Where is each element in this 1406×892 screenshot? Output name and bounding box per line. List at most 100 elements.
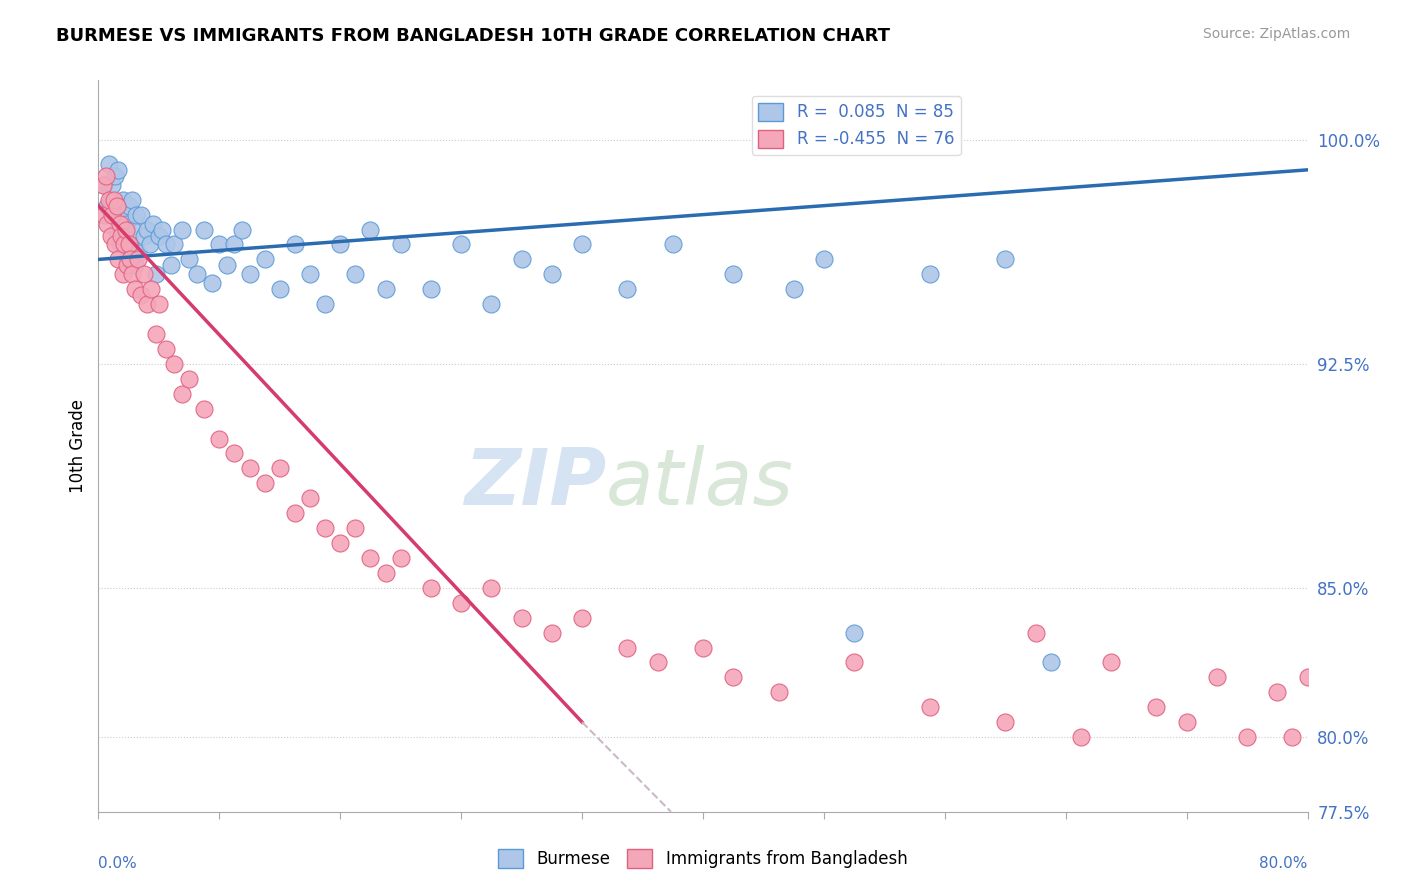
Point xyxy=(145,326,167,341)
Point xyxy=(224,237,246,252)
Point xyxy=(1175,715,1198,730)
Point xyxy=(1070,730,1092,744)
Point xyxy=(124,282,146,296)
Point xyxy=(450,237,472,252)
Point xyxy=(1327,715,1350,730)
Point xyxy=(1206,670,1229,684)
Point xyxy=(647,656,669,670)
Point xyxy=(104,237,127,252)
Point xyxy=(121,193,143,207)
Point xyxy=(768,685,790,699)
Point xyxy=(125,208,148,222)
Point xyxy=(360,551,382,566)
Point xyxy=(344,521,367,535)
Point xyxy=(510,252,533,267)
Point xyxy=(107,162,129,177)
Point xyxy=(132,228,155,243)
Point xyxy=(239,268,262,282)
Point xyxy=(94,169,117,183)
Point xyxy=(571,610,593,624)
Point xyxy=(450,596,472,610)
Point xyxy=(344,268,367,282)
Point xyxy=(179,372,201,386)
Point xyxy=(160,259,183,273)
Point xyxy=(150,222,173,236)
Point xyxy=(96,199,118,213)
Text: 80.0%: 80.0% xyxy=(1260,856,1308,871)
Point xyxy=(299,491,322,506)
Point xyxy=(269,461,291,475)
Point xyxy=(616,640,638,655)
Point xyxy=(115,259,138,273)
Point xyxy=(114,222,136,236)
Point xyxy=(329,237,352,252)
Point xyxy=(135,297,157,311)
Point xyxy=(374,282,396,296)
Point xyxy=(163,237,186,252)
Point xyxy=(105,222,128,236)
Point xyxy=(148,297,170,311)
Point xyxy=(723,268,745,282)
Point xyxy=(661,237,683,252)
Point xyxy=(104,169,127,183)
Point xyxy=(540,625,562,640)
Point xyxy=(179,252,201,267)
Point xyxy=(616,282,638,296)
Point xyxy=(813,252,835,267)
Point xyxy=(100,228,122,243)
Point xyxy=(141,282,163,296)
Point xyxy=(844,625,866,640)
Point xyxy=(135,222,157,236)
Point xyxy=(118,237,141,252)
Point xyxy=(239,461,262,475)
Point xyxy=(201,277,224,291)
Point xyxy=(107,252,129,267)
Point xyxy=(299,268,322,282)
Point xyxy=(481,581,503,595)
Point xyxy=(110,208,132,222)
Legend: Burmese, Immigrants from Bangladesh: Burmese, Immigrants from Bangladesh xyxy=(492,843,914,875)
Point xyxy=(93,208,115,222)
Point xyxy=(1372,700,1395,714)
Point xyxy=(1296,670,1319,684)
Point xyxy=(129,288,152,302)
Point xyxy=(170,386,193,401)
Point xyxy=(155,237,177,252)
Point xyxy=(112,228,135,243)
Text: BURMESE VS IMMIGRANTS FROM BANGLADESH 10TH GRADE CORRELATION CHART: BURMESE VS IMMIGRANTS FROM BANGLADESH 10… xyxy=(56,27,890,45)
Point xyxy=(101,178,124,192)
Point xyxy=(420,581,443,595)
Point xyxy=(1236,730,1258,744)
Point xyxy=(1024,625,1046,640)
Point xyxy=(124,259,146,273)
Point xyxy=(360,222,382,236)
Point xyxy=(208,237,231,252)
Point xyxy=(224,446,246,460)
Point xyxy=(253,476,276,491)
Point xyxy=(105,199,128,213)
Point xyxy=(844,656,866,670)
Point xyxy=(127,246,149,260)
Point xyxy=(111,193,134,207)
Point xyxy=(101,208,124,222)
Point xyxy=(122,222,145,236)
Point xyxy=(284,237,307,252)
Point xyxy=(118,199,141,213)
Point xyxy=(98,193,121,207)
Point xyxy=(540,268,562,282)
Text: Source: ZipAtlas.com: Source: ZipAtlas.com xyxy=(1202,27,1350,41)
Point xyxy=(110,228,132,243)
Point xyxy=(994,252,1017,267)
Point xyxy=(91,178,114,192)
Point xyxy=(100,193,122,207)
Point xyxy=(103,193,125,207)
Point xyxy=(284,506,307,520)
Point xyxy=(571,237,593,252)
Point xyxy=(314,521,336,535)
Point xyxy=(108,217,131,231)
Point xyxy=(120,252,142,267)
Point xyxy=(215,259,238,273)
Point xyxy=(918,700,941,714)
Point xyxy=(1267,685,1289,699)
Point xyxy=(114,217,136,231)
